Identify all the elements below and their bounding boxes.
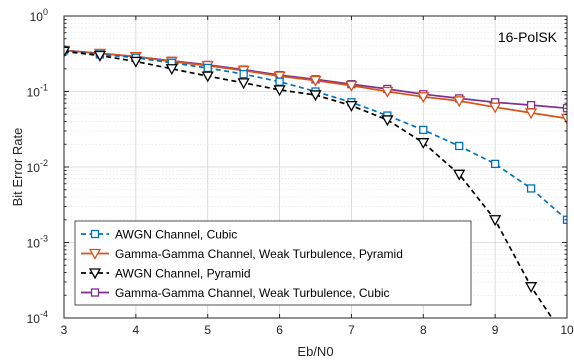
y-tick-label: 10-3: [27, 234, 48, 251]
legend-label: Gamma-Gamma Channel, Weak Turbulence, Cu…: [115, 286, 390, 300]
data-point: [489, 102, 502, 114]
legend-item: AWGN Channel, Cubic: [81, 228, 237, 242]
legend-marker: [90, 288, 100, 297]
series-2: [64, 46, 553, 318]
data-point: [453, 169, 466, 181]
y-axis-label: Bit Error Rate: [10, 128, 25, 207]
x-tick-label: 3: [61, 323, 68, 337]
x-tick-label: 4: [133, 323, 140, 337]
data-point: [129, 56, 142, 68]
data-point: [455, 141, 464, 151]
series-0: [64, 46, 567, 224]
data-point: [239, 69, 248, 79]
legend-marker: [90, 229, 100, 239]
data-point: [309, 75, 322, 87]
legend-item: Gamma-Gamma Channel, Weak Turbulence, Cu…: [81, 286, 390, 300]
data-point: [345, 100, 358, 112]
x-tick-label: 6: [276, 323, 283, 337]
x-tick-label: 9: [492, 323, 499, 337]
data-point: [381, 86, 394, 98]
legend-label: Gamma-Gamma Channel, Weak Turbulence, Py…: [115, 247, 403, 261]
y-tick-label: 10-4: [27, 309, 48, 326]
legend-item: AWGN Channel, Pyramid: [81, 267, 251, 281]
data-point: [309, 90, 322, 102]
legend-marker: [88, 248, 102, 260]
legend-box: [74, 220, 472, 306]
legend-label: AWGN Channel, Pyramid: [115, 267, 251, 281]
y-tick-label: 10-2: [27, 158, 48, 175]
data-point: [453, 96, 466, 108]
data-point: [273, 71, 286, 83]
data-point: [419, 125, 428, 135]
x-tick-label: 7: [348, 323, 355, 337]
series-layer: [64, 45, 567, 318]
x-tick-label: 10: [560, 323, 574, 337]
data-point: [93, 50, 107, 62]
x-axis-label: Eb/N0: [297, 344, 333, 359]
x-tick-label: 8: [420, 323, 427, 337]
data-point: [417, 138, 430, 150]
data-point: [237, 78, 250, 90]
data-point: [201, 71, 214, 83]
data-point: [489, 215, 502, 227]
data-point: [526, 100, 536, 110]
legend-item: Gamma-Gamma Channel, Weak Turbulence, Py…: [81, 247, 403, 261]
data-point: [490, 159, 500, 169]
data-point: [526, 184, 536, 193]
data-point: [524, 108, 538, 120]
x-tick-label: 5: [204, 323, 211, 337]
tick-layer: 3 4 5 6 7 8 9 10 100 10-1 10-2 10-3 10-4: [27, 7, 574, 337]
legend-marker: [88, 268, 102, 280]
data-point: [524, 282, 538, 294]
y-tick-label: 100: [30, 7, 48, 24]
legend: AWGN Channel, Cubic Gamma-Gamma Channel, …: [74, 220, 472, 306]
y-tick-label: 10-1: [27, 83, 48, 100]
data-point: [64, 46, 71, 58]
data-point: [275, 77, 284, 86]
modulation-annotation: 16-PolSK: [498, 29, 558, 45]
legend-label: AWGN Channel, Cubic: [115, 228, 237, 242]
data-point: [381, 115, 394, 127]
data-point: [273, 85, 286, 97]
data-point: [417, 92, 430, 104]
data-point: [203, 63, 212, 73]
data-point: [165, 64, 178, 76]
data-point: [345, 80, 358, 92]
